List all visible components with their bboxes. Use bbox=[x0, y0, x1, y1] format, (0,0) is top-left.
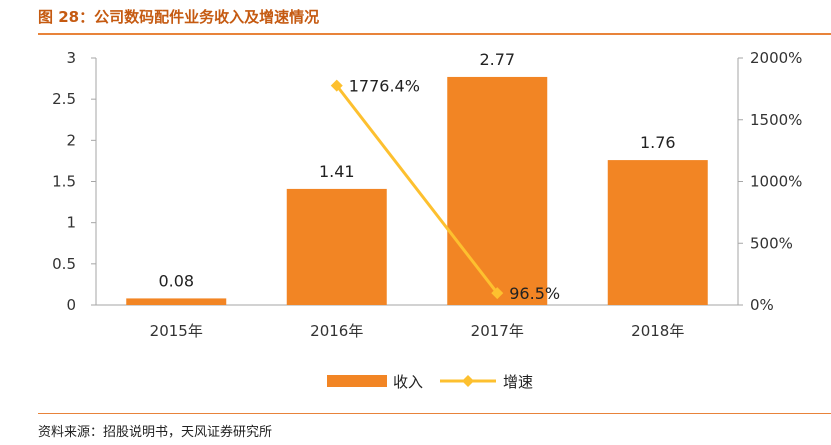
right-tick-label: 500% bbox=[750, 234, 793, 252]
title-divider bbox=[38, 33, 831, 35]
source-note: 资料来源：招股说明书，天风证券研究所 bbox=[38, 425, 273, 440]
legend-swatch-revenue bbox=[327, 375, 387, 387]
left-tick-label: 2.5 bbox=[52, 90, 76, 108]
chart-title: 图 28：公司数码配件业务收入及增速情况 bbox=[38, 8, 320, 26]
revenue-bar-label: 1.41 bbox=[319, 162, 355, 181]
legend-label-growth: 增速 bbox=[503, 373, 533, 391]
right-tick-label: 2000% bbox=[750, 49, 802, 67]
left-tick-label: 0.5 bbox=[52, 255, 76, 273]
x-tick-label: 2017年 bbox=[471, 322, 524, 340]
revenue-bar bbox=[286, 188, 387, 305]
right-tick-label: 1500% bbox=[750, 111, 802, 129]
x-tick-label: 2016年 bbox=[310, 322, 363, 340]
combo-chart: 0 0.5 1 1.5 2 2.5 3 0% 500% 1000% 1500% 2000% 0.08… bbox=[52, 49, 802, 391]
right-axis: 0% 500% 1000% 1500% 2000% bbox=[737, 49, 802, 314]
growth-point bbox=[491, 287, 504, 300]
right-tick-label: 0% bbox=[750, 296, 774, 314]
left-tick-label: 2 bbox=[66, 131, 76, 149]
left-tick-label: 0 bbox=[66, 296, 76, 314]
footer-divider bbox=[38, 413, 831, 414]
revenue-bar-label: 1.76 bbox=[640, 133, 676, 152]
legend-label-revenue: 收入 bbox=[393, 373, 423, 391]
x-tick-label: 2018年 bbox=[631, 322, 684, 340]
revenue-bar bbox=[126, 298, 227, 305]
revenue-bar bbox=[607, 160, 708, 305]
x-axis-labels: 2015年 2016年 2017年 2018年 bbox=[150, 322, 685, 340]
growth-point bbox=[330, 79, 343, 92]
left-tick-label: 3 bbox=[66, 49, 76, 67]
revenue-bar-label: 0.08 bbox=[158, 271, 194, 290]
legend-marker-growth bbox=[462, 375, 474, 387]
growth-point-label: 96.5% bbox=[509, 284, 560, 303]
revenue-bar bbox=[447, 76, 548, 305]
growth-line: 1776.4% 96.5% bbox=[330, 77, 560, 303]
left-tick-label: 1.5 bbox=[52, 173, 76, 191]
left-tick-label: 1 bbox=[66, 214, 76, 232]
growth-line-path bbox=[335, 84, 499, 295]
growth-point-label: 1776.4% bbox=[349, 77, 420, 96]
right-tick-label: 1000% bbox=[750, 173, 802, 191]
legend: 收入 增速 bbox=[327, 373, 533, 391]
revenue-bars: 0.08 1.41 2.77 1.76 bbox=[126, 50, 708, 305]
x-tick-label: 2015年 bbox=[150, 322, 203, 340]
revenue-bar-label: 2.77 bbox=[479, 50, 515, 69]
